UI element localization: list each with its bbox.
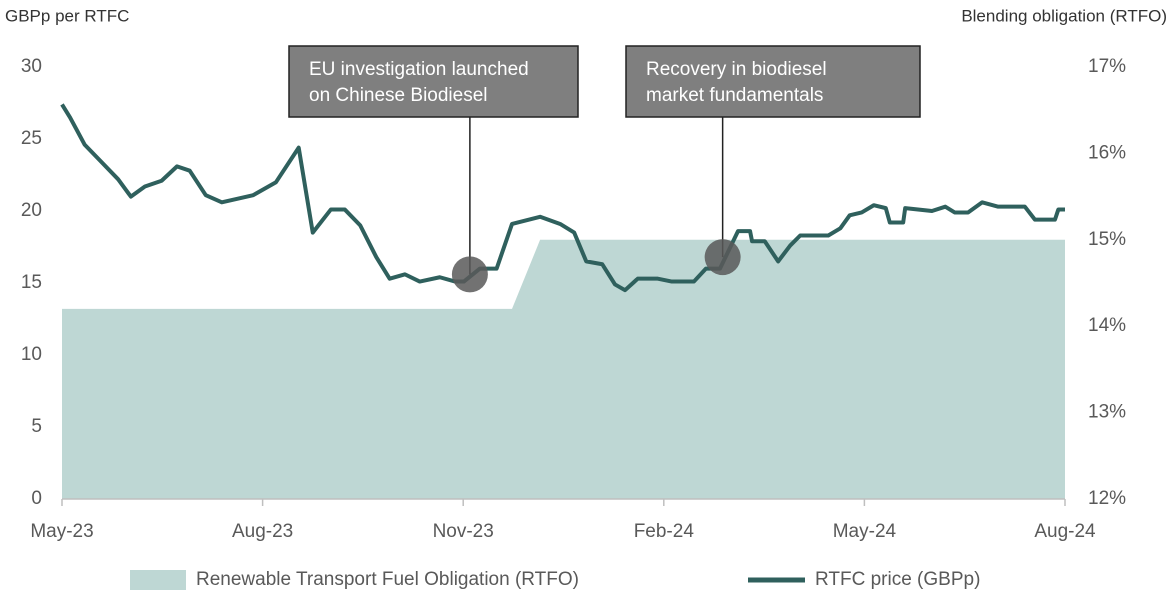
y2-tick-label: 12% [1088,488,1126,509]
x-tick-label: May-24 [833,521,897,542]
y2-tick-label: 16% [1088,142,1126,163]
annotation-box [625,45,921,118]
y-tick-label: 5 [31,416,42,437]
annotation-marker [451,256,488,293]
annotation-text: on Chinese Biodiesel [309,85,488,106]
y-tick-label: 30 [21,56,42,77]
annotation-text: EU investigation launched [309,59,529,80]
x-tick-label: May-23 [30,521,93,542]
x-tick-label: Aug-23 [232,521,293,542]
y-tick-label: 20 [21,200,42,221]
legend-swatch [130,570,186,590]
annotation-text: Recovery in biodiesel [646,59,827,80]
x-tick-label: Nov-23 [433,521,494,542]
line [60,103,1065,293]
y2-tick-label: 13% [1088,402,1126,423]
annotation-marker [704,239,741,276]
area [62,239,1065,500]
annotation-box [288,45,579,118]
legend-label: Renewable Transport Fuel Obligation (RTF… [196,569,579,590]
y2-axis-label: Blending obligation (RTFO) [961,6,1167,25]
annotation-text: market fundamentals [646,85,823,106]
x-tick-label: Aug-24 [1034,521,1096,542]
y-tick-label: 10 [21,344,42,365]
legend-label: RTFC price (GBPp) [815,569,980,590]
y-tick-label: 0 [31,488,42,509]
y2-tick-label: 17% [1088,56,1126,77]
y2-tick-label: 15% [1088,229,1126,250]
y2-tick-label: 14% [1088,315,1126,336]
y-axis-label: GBPp per RTFC [5,6,129,25]
y-tick-label: 15 [21,272,42,293]
y-tick-label: 25 [21,128,42,149]
x-tick-label: Feb-24 [634,521,695,542]
